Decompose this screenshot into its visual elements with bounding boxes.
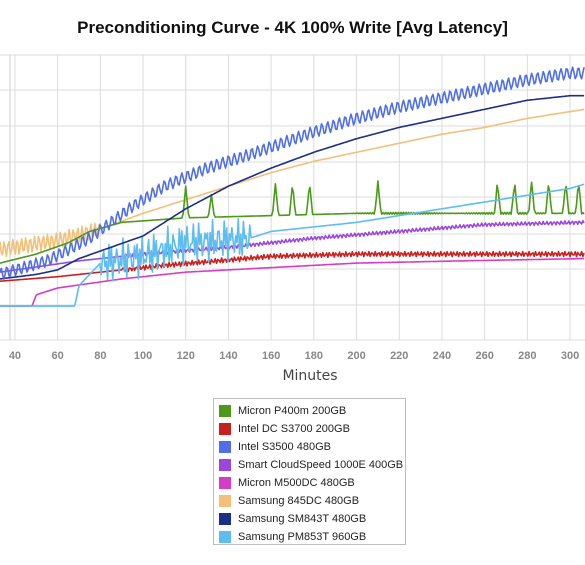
legend-item: Intel DC S3700 200GB (219, 420, 405, 438)
x-tick-label: 240 (433, 350, 451, 362)
legend-swatch (219, 477, 231, 489)
legend-swatch (219, 405, 231, 417)
x-tick-label: 60 (52, 350, 64, 362)
x-tick-label: 300 (561, 350, 579, 362)
x-tick-label: 160 (262, 350, 280, 362)
legend-item: Samsung 845DC 480GB (219, 492, 405, 510)
legend: Micron P400m 200GB Intel DC S3700 200GB In… (213, 398, 406, 545)
legend-swatch (219, 459, 231, 471)
legend-swatch (219, 531, 231, 543)
x-tick-label: 260 (475, 350, 493, 362)
series-line-intel-s3500-480gb (0, 66, 585, 280)
x-tick-label: 80 (94, 350, 106, 362)
legend-swatch (219, 513, 231, 525)
legend-label: Micron P400m 200GB (238, 405, 347, 417)
legend-label: Intel DC S3700 200GB (238, 423, 350, 435)
legend-label: Samsung SM843T 480GB (238, 513, 367, 525)
x-tick-label: 140 (219, 350, 237, 362)
legend-item: Smart CloudSpeed 1000E 400GB (219, 456, 405, 474)
chart-title: Preconditioning Curve - 4K 100% Write [A… (77, 18, 508, 37)
legend-item: Micron M500DC 480GB (219, 474, 405, 492)
legend-swatch (219, 441, 231, 453)
legend-swatch (219, 495, 231, 507)
series-line-samsung-pm853t-960gb (0, 183, 585, 307)
x-tick-label: 120 (177, 350, 195, 362)
legend-item: Samsung SM843T 480GB (219, 510, 405, 528)
x-axis-label: Minutes (282, 368, 338, 384)
legend-label: Smart CloudSpeed 1000E 400GB (238, 459, 404, 471)
series-line-micron-m500dc-480gb (0, 257, 585, 307)
x-tick-label: 220 (390, 350, 408, 362)
x-tick-label: 200 (347, 350, 365, 362)
legend-item: Micron P400m 200GB (219, 402, 405, 420)
series-line-samsung-sm843t-480gb (0, 94, 585, 280)
x-tick-label: 100 (134, 350, 152, 362)
legend-label: Samsung PM853T 960GB (238, 531, 367, 543)
x-tick-label: 180 (305, 350, 323, 362)
series-line-micron-p400m-200gb (0, 180, 585, 264)
x-tick-label: 280 (518, 350, 536, 362)
x-tick-label: 40 (9, 350, 21, 362)
legend-label: Samsung 845DC 480GB (238, 495, 360, 507)
legend-label: Intel S3500 480GB (238, 441, 331, 453)
legend-label: Micron M500DC 480GB (238, 477, 355, 489)
series-line-intel-dc-s3700-200gb (0, 250, 585, 282)
legend-item: Samsung PM853T 960GB (219, 528, 405, 546)
legend-swatch (219, 423, 231, 435)
legend-item: Intel S3500 480GB (219, 438, 405, 456)
series-line-smart-cloudspeed-1000e-400gb (0, 219, 585, 273)
